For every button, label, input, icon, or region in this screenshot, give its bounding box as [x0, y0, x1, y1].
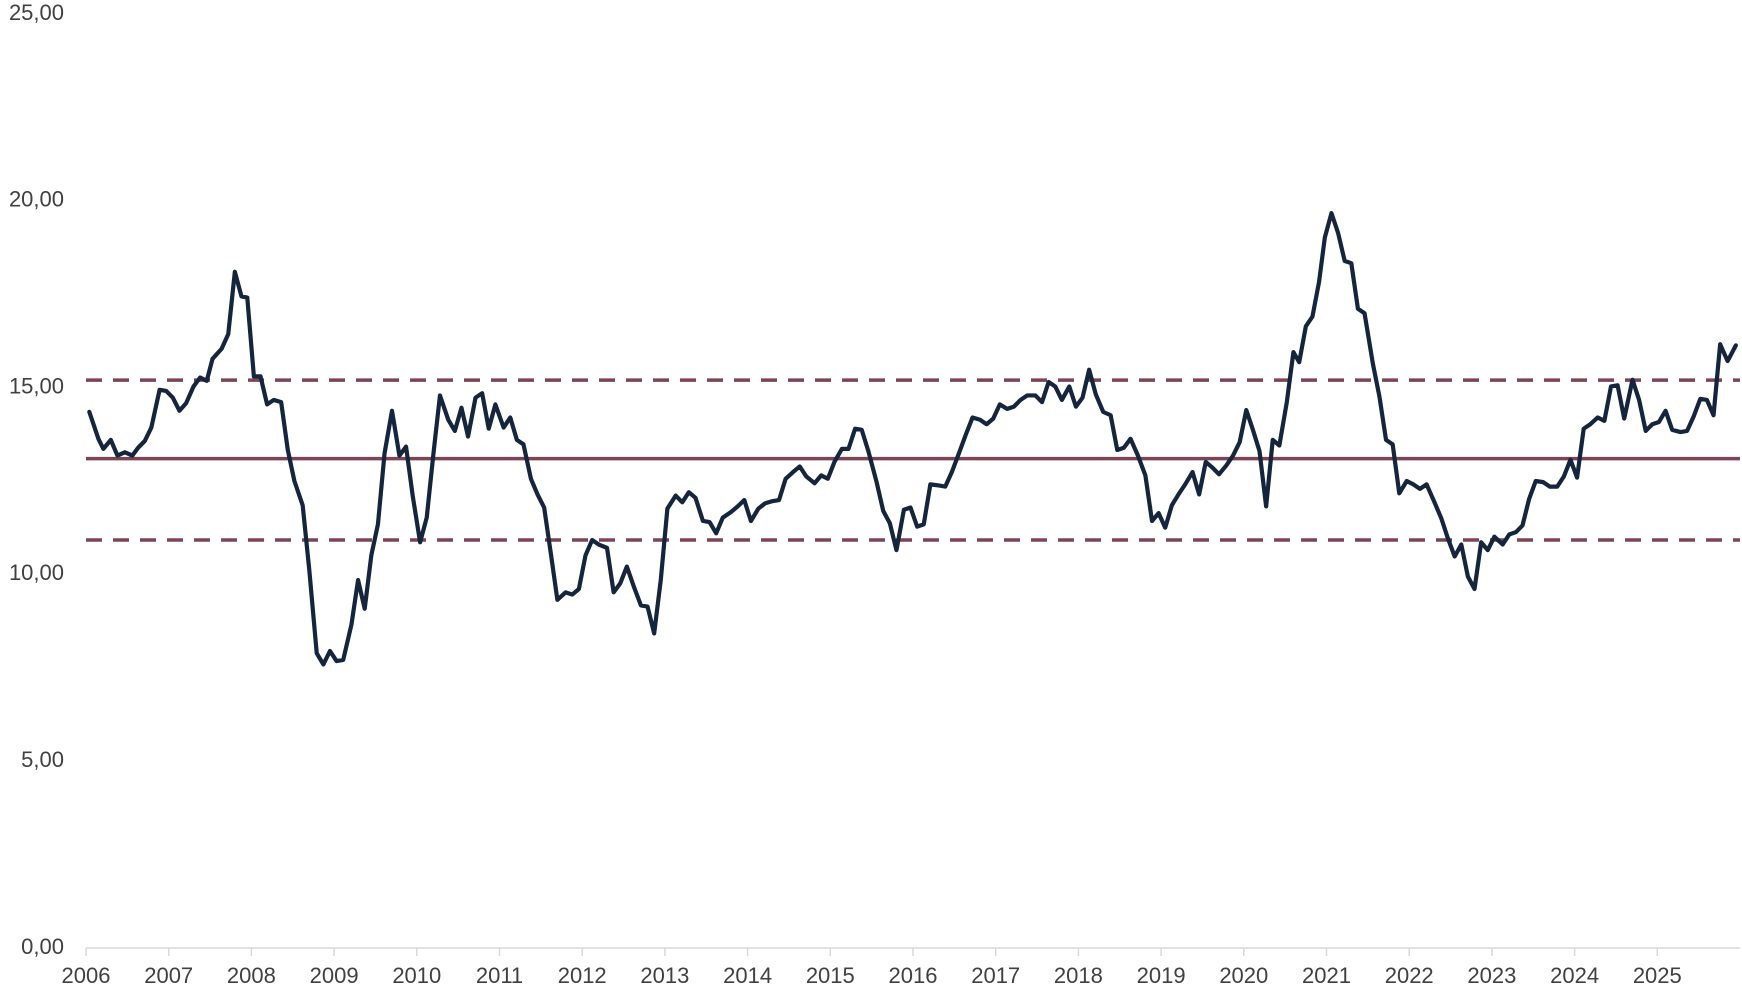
- x-tick-label: 2011: [476, 963, 523, 988]
- y-tick-label: 25,00: [9, 0, 64, 25]
- x-tick-label: 2008: [227, 963, 276, 988]
- x-tick-label: 2006: [62, 963, 111, 988]
- x-tick-label: 2020: [1219, 963, 1268, 988]
- x-tick-label: 2015: [806, 963, 855, 988]
- x-tick-label: 2016: [889, 963, 938, 988]
- x-tick-label: 2021: [1302, 963, 1351, 988]
- x-tick-label: 2025: [1633, 963, 1682, 988]
- x-tick-label: 2010: [392, 963, 441, 988]
- y-tick-label: 15,00: [9, 373, 64, 398]
- y-tick-label: 5,00: [21, 747, 64, 772]
- x-tick-label: 2024: [1550, 963, 1599, 988]
- y-tick-label: 20,00: [9, 187, 64, 212]
- x-tick-label: 2023: [1467, 963, 1516, 988]
- x-tick-label: 2022: [1385, 963, 1434, 988]
- x-tick-label: 2014: [723, 963, 772, 988]
- y-tick-label: 10,00: [9, 560, 64, 585]
- x-tick-label: 2007: [144, 963, 193, 988]
- x-tick-label: 2019: [1137, 963, 1186, 988]
- x-tick-label: 2013: [640, 963, 689, 988]
- data-line: [87, 211, 1738, 667]
- x-tick-label: 2009: [310, 963, 359, 988]
- x-tick-label: 2017: [971, 963, 1020, 988]
- y-tick-label: 0,00: [21, 934, 64, 959]
- x-tick-label: 2012: [558, 963, 607, 988]
- x-tick-label: 2018: [1054, 963, 1103, 988]
